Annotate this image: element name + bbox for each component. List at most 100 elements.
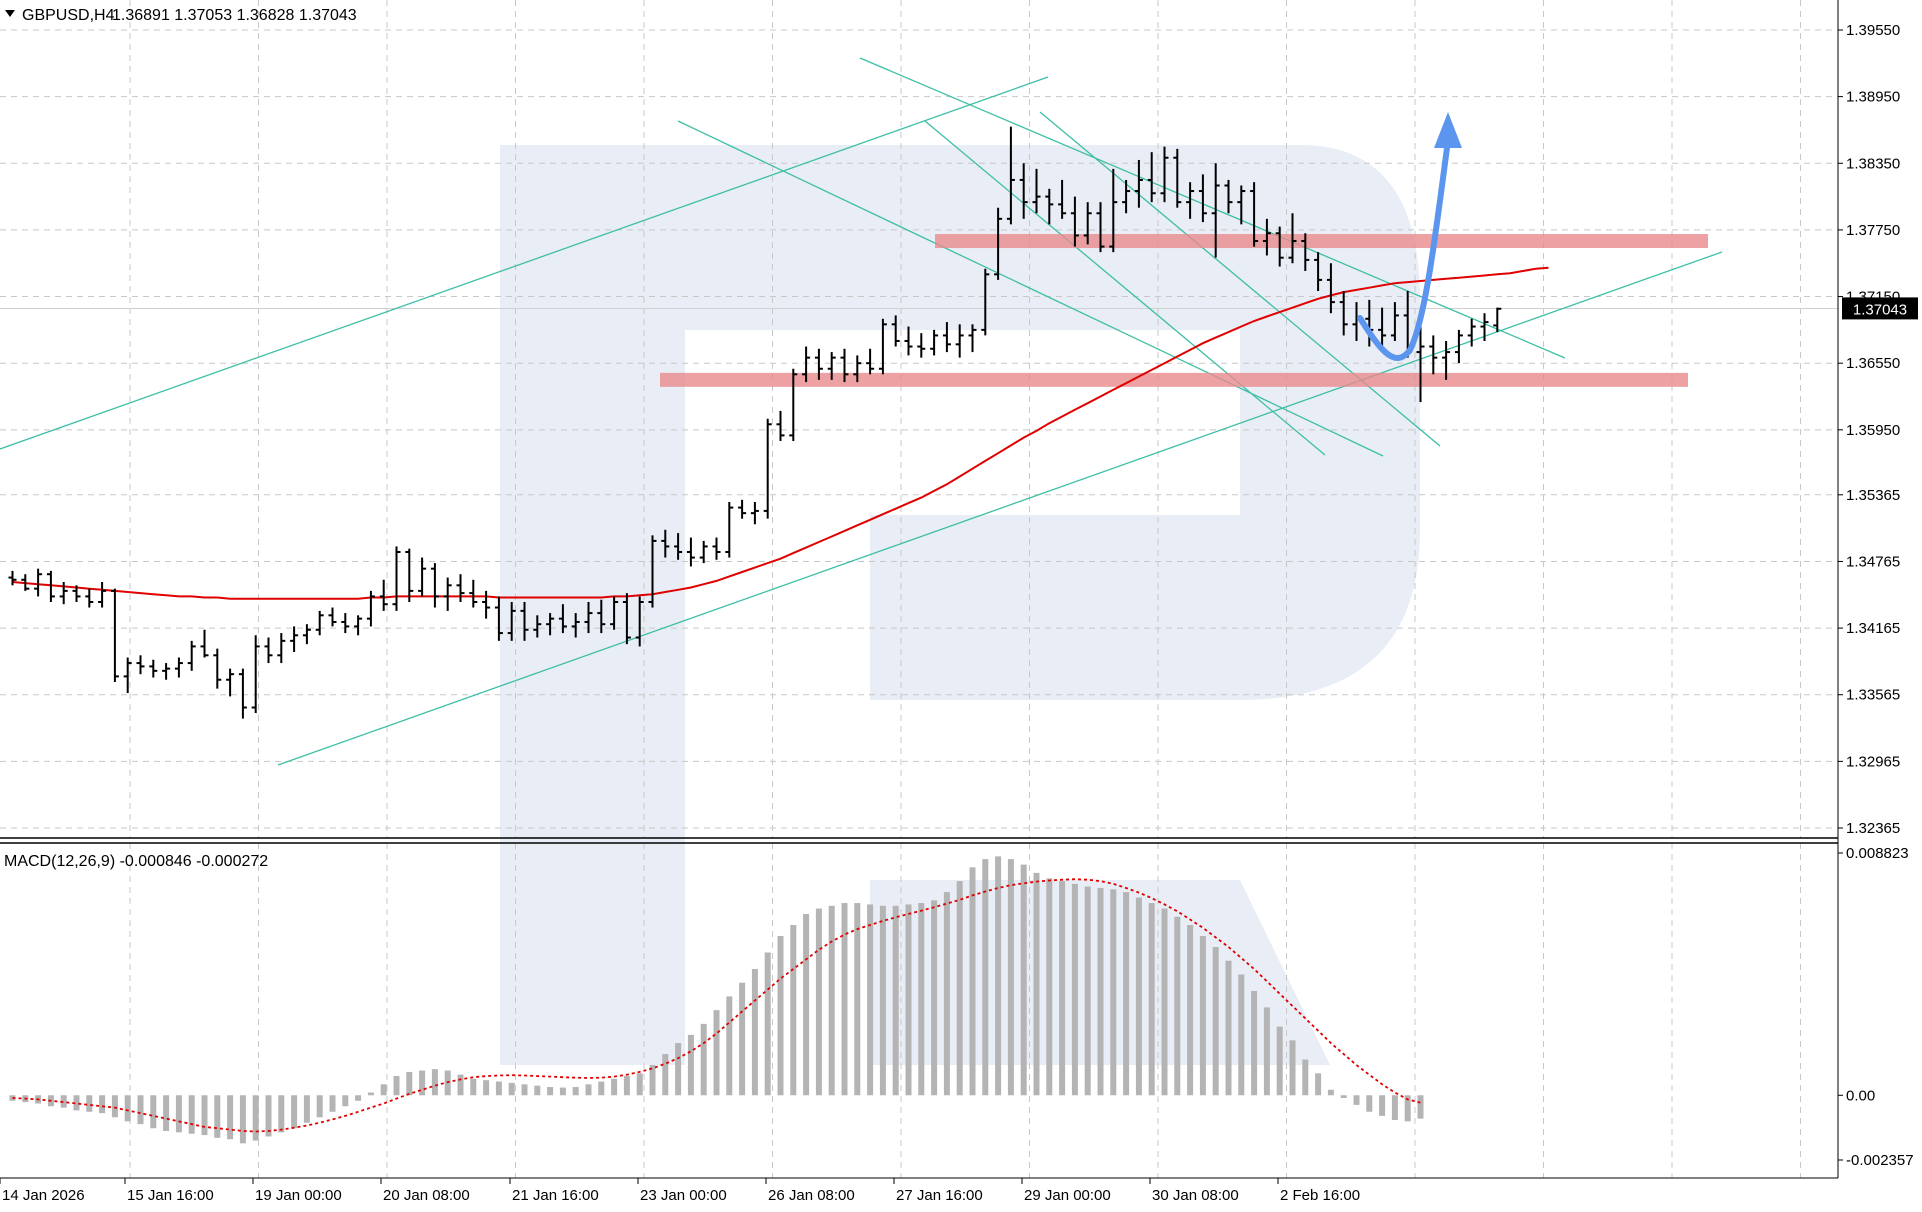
ohlc-bar xyxy=(1109,168,1118,253)
macd-histogram-bar xyxy=(1084,886,1091,1096)
price-tick-label: 1.36550 xyxy=(1846,355,1900,372)
macd-histogram-bar xyxy=(60,1095,67,1108)
macd-histogram-bar xyxy=(99,1095,106,1114)
macd-histogram-bar xyxy=(1135,897,1142,1096)
channel-upper-line[interactable] xyxy=(0,76,1049,450)
macd-histogram-bar xyxy=(303,1095,310,1123)
ohlc-bar xyxy=(1211,163,1220,258)
price-tick-label: 1.34165 xyxy=(1846,620,1900,637)
ohlc-bar xyxy=(520,601,529,641)
forecast-arrow xyxy=(1357,137,1451,361)
symbol-dropdown-icon[interactable] xyxy=(5,10,15,17)
ohlc-bar xyxy=(942,322,951,353)
ohlc-bar xyxy=(34,568,43,597)
ohlc-bar xyxy=(750,502,759,525)
moving-average-line xyxy=(12,266,1549,600)
ohlc-bar xyxy=(853,355,862,383)
macd-histogram-bar xyxy=(188,1095,195,1134)
price-tick-label: 1.34765 xyxy=(1846,553,1900,570)
ohlc-bar xyxy=(1198,174,1207,223)
macd-histogram-bar xyxy=(1276,1026,1283,1096)
descending-line-2[interactable] xyxy=(677,120,1384,457)
ohlc-bar xyxy=(878,318,887,375)
macd-histogram-bar xyxy=(969,867,976,1096)
ohlc-bar xyxy=(546,613,555,636)
ohlc-bar xyxy=(1045,188,1054,225)
macd-histogram-bar xyxy=(1007,859,1014,1096)
trendlines[interactable] xyxy=(0,57,1723,766)
ohlc-bar xyxy=(315,610,324,636)
ohlc-bar xyxy=(418,557,427,597)
ohlc-bar xyxy=(648,535,657,608)
ohlc-bar xyxy=(1416,324,1425,403)
ohlc-bar xyxy=(238,668,247,719)
ohlc-bar xyxy=(290,626,299,652)
ohlc-bar xyxy=(635,596,644,647)
macd-histogram-bar xyxy=(1340,1095,1347,1099)
forecast-arrow-head xyxy=(1434,112,1462,148)
macd-histogram-bar xyxy=(470,1078,477,1096)
price-pane[interactable] xyxy=(0,0,1838,838)
time-tick-label: 19 Jan 00:00 xyxy=(255,1187,342,1204)
ohlc-bar xyxy=(379,579,388,611)
support-resistance-zones[interactable] xyxy=(660,234,1708,387)
price-axis[interactable]: 1.395501.389501.383501.377501.371501.365… xyxy=(1838,22,1900,837)
time-tick-label: 29 Jan 00:00 xyxy=(1024,1187,1111,1204)
ohlc-bar xyxy=(1442,340,1451,380)
ohlc-bar xyxy=(1058,179,1067,219)
symbol-label[interactable]: GBPUSD,H4 xyxy=(22,7,115,24)
current-price-badge-text: 1.37043 xyxy=(1853,301,1907,318)
ohlc-bar xyxy=(264,637,273,664)
price-tick-label: 1.39550 xyxy=(1846,22,1900,39)
ohlc-bar xyxy=(162,663,171,680)
macd-histogram-bar xyxy=(1020,864,1027,1096)
macd-histogram-bar xyxy=(150,1095,157,1129)
time-tick-label: 23 Jan 00:00 xyxy=(640,1187,727,1204)
descending-line-1[interactable] xyxy=(859,57,1566,359)
macd-histogram-bar xyxy=(1238,974,1245,1096)
macd-histogram-bar xyxy=(227,1095,234,1140)
channel-lower-line[interactable] xyxy=(277,251,1723,766)
resistance-zone[interactable] xyxy=(935,234,1708,249)
ohlc-bar xyxy=(1275,226,1284,267)
ohlc-bar xyxy=(46,570,55,602)
macd-histogram-bar xyxy=(1289,1040,1296,1096)
macd-tick-label: 0.00 xyxy=(1846,1087,1875,1104)
macd-tick-label: -0.002357 xyxy=(1846,1152,1914,1169)
macd-histogram-bar xyxy=(790,925,797,1096)
ohlc-bar xyxy=(1186,182,1195,219)
macd-histogram-bar xyxy=(1161,908,1168,1096)
ohlc-bar xyxy=(866,348,875,375)
ohlc-bar xyxy=(674,533,683,560)
support-zone[interactable] xyxy=(660,372,1688,387)
macd-histogram-bar xyxy=(419,1070,426,1096)
macd-label[interactable]: MACD(12,26,9) -0.000846 -0.000272 xyxy=(4,853,268,870)
macd-histogram-bar xyxy=(1251,990,1258,1096)
macd-axis[interactable]: 0.008823 0.00 -0.002357 xyxy=(1838,845,1914,1169)
ohlc-bar xyxy=(955,324,964,358)
macd-histogram-bar xyxy=(828,905,835,1096)
macd-histogram-bar xyxy=(995,856,1002,1096)
ohlc-bar xyxy=(59,581,68,605)
macd-histogram-bar xyxy=(252,1095,259,1141)
ohlc-bar xyxy=(226,668,235,697)
watermark-letter-p xyxy=(500,145,1420,1065)
descending-line-3[interactable] xyxy=(924,120,1326,456)
macd-histogram-bar xyxy=(1097,887,1104,1096)
macd-histogram-bar xyxy=(751,968,758,1096)
price-tick-label: 1.35950 xyxy=(1846,422,1900,439)
macd-histogram-bar xyxy=(726,996,733,1096)
macd-signal-line xyxy=(12,878,1421,1133)
ohlc-bar xyxy=(1224,179,1233,214)
macd-pane[interactable] xyxy=(9,843,1801,1178)
macd-histogram-bar xyxy=(585,1084,592,1096)
macd-histogram-bar xyxy=(457,1074,464,1096)
macd-histogram-bar xyxy=(1110,889,1117,1096)
macd-histogram-bar xyxy=(393,1076,400,1096)
ohlc-bar xyxy=(366,590,375,627)
time-axis[interactable]: 14 Jan 2026 15 Jan 16:00 19 Jan 00:00 20 Ja… xyxy=(0,1178,1360,1204)
time-tick-label: 26 Jan 08:00 xyxy=(768,1187,855,1204)
ohlc-bar xyxy=(110,588,119,682)
descending-line-4[interactable] xyxy=(1039,111,1441,447)
